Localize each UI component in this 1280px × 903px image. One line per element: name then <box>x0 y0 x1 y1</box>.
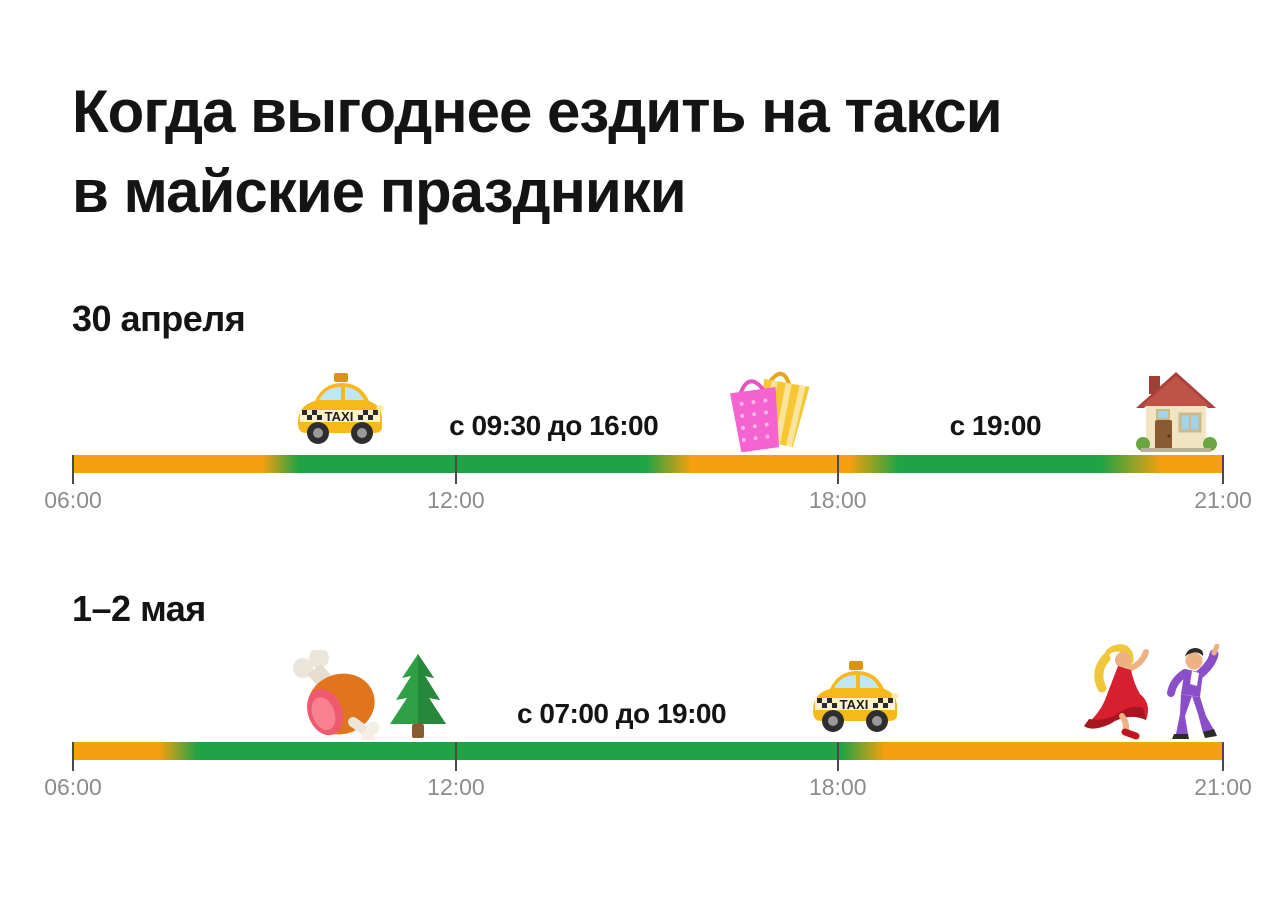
timeline-1-tick-label-1800: 18:00 <box>808 487 867 513</box>
shopping-bags-icon <box>728 362 816 452</box>
timeline-1-range-label-2: с 19:00 <box>949 410 1042 441</box>
timeline-2-tick-1200 <box>454 742 457 771</box>
timeline-2-track <box>73 742 1223 760</box>
timeline-2-tick-1800 <box>836 742 839 771</box>
timeline-2-tick-label-2100: 21:00 <box>1194 774 1252 800</box>
timeline-2-annotations: с 07:00 до 19:00 TAXI <box>73 644 1223 740</box>
title-line-2: в майские праздники <box>72 158 687 225</box>
timeline-2-tick-0600 <box>72 742 74 771</box>
dancer-man-icon <box>1154 644 1230 740</box>
timeline-2-tick-label-0600: 06:00 <box>44 774 102 800</box>
timeline-1-annotations: TAXI с 09:30 до 16:00 <box>73 360 1223 452</box>
timeline-1-tick-2100 <box>1222 455 1224 484</box>
timeline-1-tick-1200 <box>454 455 457 484</box>
timeline-2-tick-label-1200: 12:00 <box>427 774 485 800</box>
timeline-2-bar: 06:00 12:00 18:00 21:00 <box>44 742 1252 802</box>
timeline-2-range-label-1: с 07:00 до 19:00 <box>517 698 727 729</box>
timeline-1-track <box>73 455 1223 473</box>
timeline-2-tick-2100 <box>1222 742 1224 771</box>
house-icon <box>1133 368 1219 452</box>
timeline-1-tick-1800 <box>836 455 839 484</box>
timeline-1-bar: 06:00 12:00 18:00 21:00 <box>44 455 1252 515</box>
timeline-1-tick-0600 <box>72 455 74 484</box>
svg-text:TAXI: TAXI <box>324 409 353 424</box>
timeline-1-tick-label-1200: 12:00 <box>427 487 485 513</box>
dancer-woman-icon <box>1076 642 1158 740</box>
page-title: Когда выгоднее ездить на такси в майские … <box>72 72 1003 232</box>
meat-on-bone-icon <box>289 650 381 740</box>
timeline-1-range-label-1: с 09:30 до 16:00 <box>449 410 659 441</box>
timeline-1-tick-label-2100: 21:00 <box>1194 487 1252 513</box>
timeline-1-date: 30 апреля <box>72 298 246 339</box>
title-line-1: Когда выгоднее ездить на такси <box>72 78 1003 145</box>
taxi-icon: TAXI <box>810 660 900 740</box>
timeline-2-tick-label-1800: 18:00 <box>808 774 867 800</box>
evergreen-tree-icon <box>378 652 458 740</box>
svg-text:TAXI: TAXI <box>840 697 869 712</box>
taxi-icon: TAXI <box>295 372 385 452</box>
timeline-2-date: 1–2 мая <box>72 588 206 629</box>
timeline-1-tick-label-0600: 06:00 <box>44 487 102 513</box>
